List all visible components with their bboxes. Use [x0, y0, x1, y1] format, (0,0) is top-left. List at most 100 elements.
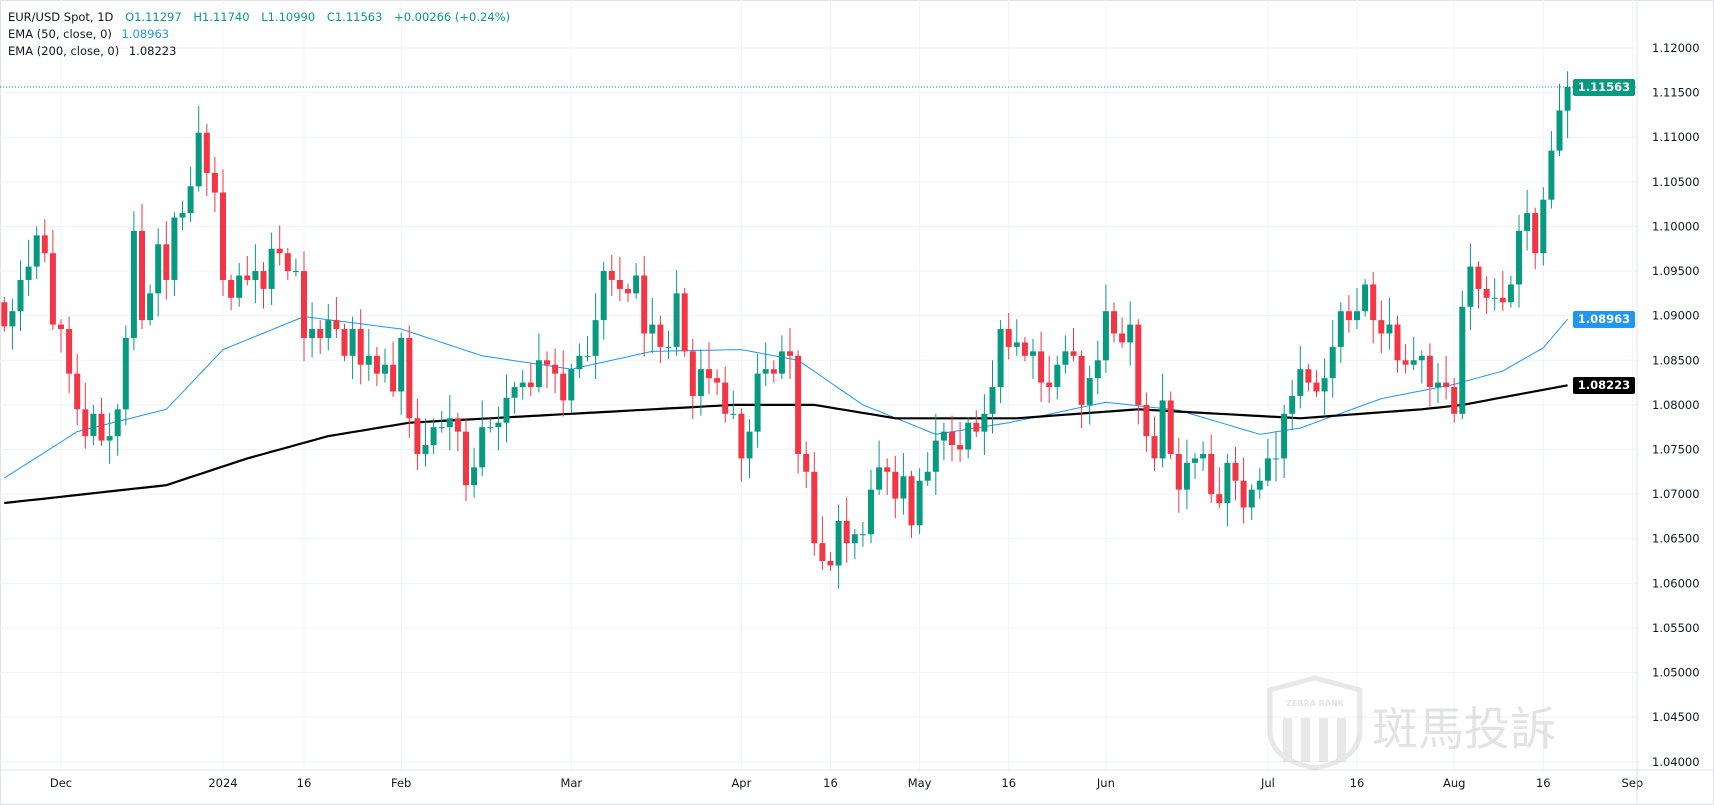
candle-down [1313, 370, 1320, 397]
legend-ema50-row[interactable]: EMA (50, close, 0) 1.08963 [8, 26, 510, 43]
chart-legend: EUR/USD Spot, 1D O1.11297 H1.11740 L1.10… [8, 9, 510, 60]
candle-body [673, 293, 680, 347]
candle-down [722, 366, 729, 423]
candle-down [139, 204, 145, 330]
candle-body [349, 329, 356, 356]
candle-up [835, 504, 842, 589]
candle-body [1418, 355, 1425, 361]
candle-down [1005, 312, 1012, 360]
candle-body [633, 275, 640, 294]
candle-body [1127, 324, 1134, 343]
candle-up [762, 342, 769, 387]
candle-body [357, 329, 364, 365]
candle-up [592, 293, 599, 380]
candle-down [1378, 300, 1385, 354]
candle-up [195, 105, 202, 192]
candle-up [130, 211, 137, 351]
candle-up [940, 422, 947, 461]
candle-body [301, 271, 307, 338]
candle-up [1183, 439, 1190, 510]
candle-down [49, 230, 56, 330]
candle-body [1013, 342, 1020, 347]
candle-body [1005, 329, 1012, 347]
ema50-price-label: 1.08963 [1573, 310, 1635, 328]
candle-up [252, 244, 259, 304]
legend-symbol-row[interactable]: EUR/USD Spot, 1D O1.11297 H1.11740 L1.10… [8, 9, 510, 26]
candle-body [1200, 453, 1207, 459]
candle-body [681, 293, 688, 352]
candle-down [1443, 355, 1450, 400]
candle-body [1402, 360, 1409, 365]
candle-body [171, 217, 178, 280]
y-tick-label: 1.07500 [1652, 442, 1700, 456]
x-tick-label: Sep [1622, 776, 1644, 790]
ema50-line [4, 316, 1568, 479]
candle-down [1475, 261, 1482, 309]
candle-up [1491, 278, 1498, 311]
candle-up [1281, 404, 1288, 479]
candle-body [139, 230, 145, 321]
candle-down [66, 316, 73, 394]
candle-body [1151, 436, 1158, 459]
candle-body [1410, 360, 1417, 365]
candle-up [309, 302, 316, 358]
candle-body [957, 445, 964, 450]
candle-up [114, 403, 121, 456]
candle-down [414, 398, 421, 471]
candle-up [965, 417, 972, 459]
candle-body [41, 235, 48, 254]
candle-body [1070, 351, 1077, 356]
candle-down [843, 497, 850, 563]
candle-down [787, 328, 793, 380]
candle-body [1078, 355, 1085, 405]
ema200-price-label: 1.08223 [1573, 376, 1635, 394]
candle-up [1094, 340, 1101, 395]
x-tick-label: Feb [391, 776, 411, 790]
candle-down [373, 346, 380, 387]
candle-down [949, 415, 955, 462]
candle-body [325, 320, 332, 338]
candle-body [592, 320, 599, 356]
candle-body [260, 271, 267, 289]
candle-down [608, 254, 615, 297]
candle-up [900, 453, 907, 515]
candle-body [414, 418, 421, 454]
shield-icon [1267, 675, 1363, 771]
y-tick-label: 1.09500 [1652, 264, 1700, 278]
y-tick-label: 1.08500 [1652, 353, 1700, 367]
candle-body [244, 275, 251, 280]
candle-up [584, 336, 591, 362]
candle-body [1451, 387, 1458, 414]
candle-body [730, 413, 737, 415]
x-tick-label: Mar [560, 776, 582, 790]
candle-down [211, 156, 218, 213]
open-value: O1.11297 [125, 10, 182, 24]
candle-up [487, 418, 494, 433]
candle-up [325, 304, 332, 351]
y-tick-label: 1.06500 [1652, 532, 1700, 546]
legend-ema200-row[interactable]: EMA (200, close, 0) 1.08223 [8, 43, 510, 60]
candle-body [876, 467, 883, 490]
candle-down [973, 410, 980, 437]
candle-down [738, 408, 745, 482]
x-tick-label: 2024 [208, 776, 237, 790]
candle-body [1046, 382, 1053, 388]
candle-up [122, 325, 129, 426]
candle-down [714, 369, 721, 396]
candle-body [1499, 297, 1506, 303]
candle-body [1086, 378, 1093, 405]
candle-body [754, 373, 761, 432]
candle-body [746, 431, 753, 459]
candle-up [1337, 302, 1344, 363]
x-tick-label: Apr [731, 776, 751, 790]
candle-body [560, 373, 567, 401]
candle-down [1143, 392, 1150, 453]
candle-down [552, 348, 559, 394]
candle-up [365, 329, 372, 381]
candle-body [625, 288, 631, 294]
candle-body [851, 534, 858, 544]
candle-body [641, 275, 648, 334]
candle-down [908, 470, 915, 538]
candle-body [1305, 369, 1312, 383]
